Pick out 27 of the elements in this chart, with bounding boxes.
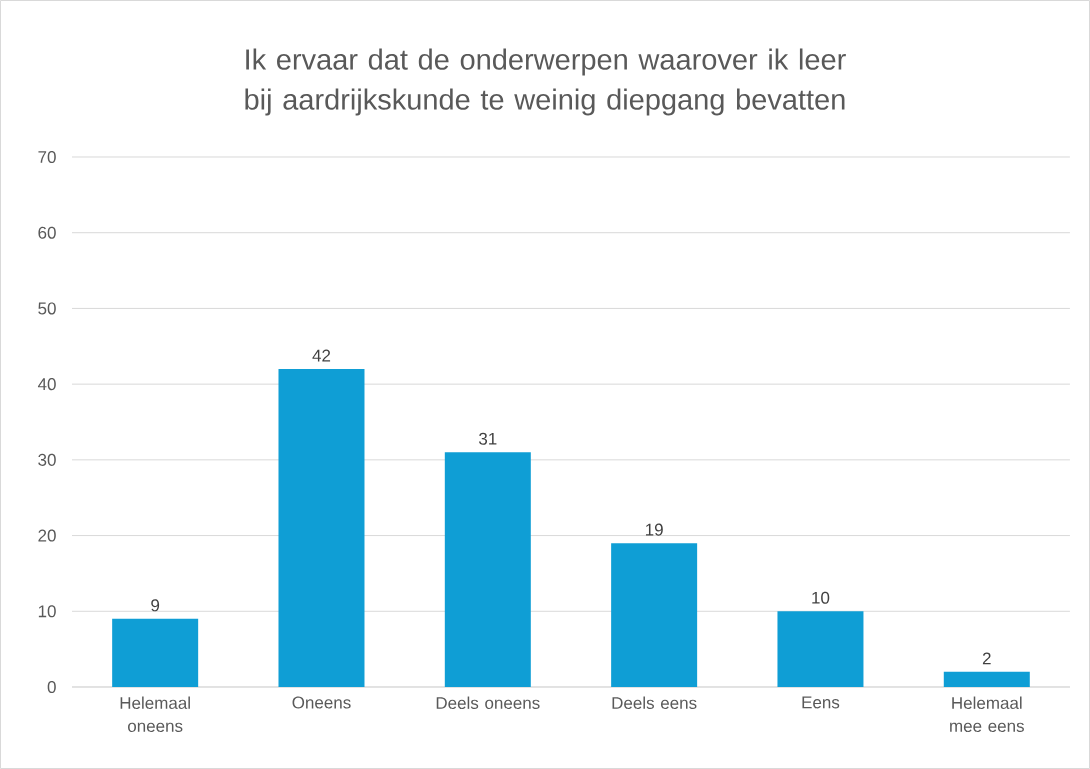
bar <box>444 452 531 687</box>
data-label: 9 <box>151 599 160 612</box>
y-tick-label: 50 <box>38 302 56 315</box>
y-tick-label: 0 <box>47 680 56 694</box>
bar <box>112 618 199 687</box>
data-label: 2 <box>982 652 991 665</box>
y-tick-label: 70 <box>38 150 56 164</box>
bar <box>777 611 864 687</box>
y-tick-label: 10 <box>38 605 56 618</box>
data-label: 42 <box>312 349 331 362</box>
data-label: 31 <box>479 432 497 445</box>
y-tick-label: 40 <box>37 378 56 391</box>
x-tick-label: Helemaal oneens <box>120 696 190 733</box>
chart-title: Ik ervaar dat de onderwerpen waarover ik leer bij aardrijkskunde te weinig diepgang bevatten <box>245 48 846 116</box>
x-tick-label: Eens <box>802 696 840 709</box>
x-tick-label: Oneens <box>292 696 351 709</box>
y-tick-label: 20 <box>38 529 56 542</box>
bar <box>611 543 698 687</box>
x-tick-label: Deels eens <box>612 696 697 710</box>
x-tick-label: Helemaal mee eens <box>950 696 1024 733</box>
y-tick-label: 30 <box>38 453 56 466</box>
x-tick-label: Deels oneens <box>436 696 540 710</box>
bar <box>943 671 1030 687</box>
bar <box>278 369 365 687</box>
data-label: 19 <box>645 523 663 536</box>
y-tick-label: 60 <box>38 226 56 239</box>
data-label: 10 <box>812 591 830 604</box>
